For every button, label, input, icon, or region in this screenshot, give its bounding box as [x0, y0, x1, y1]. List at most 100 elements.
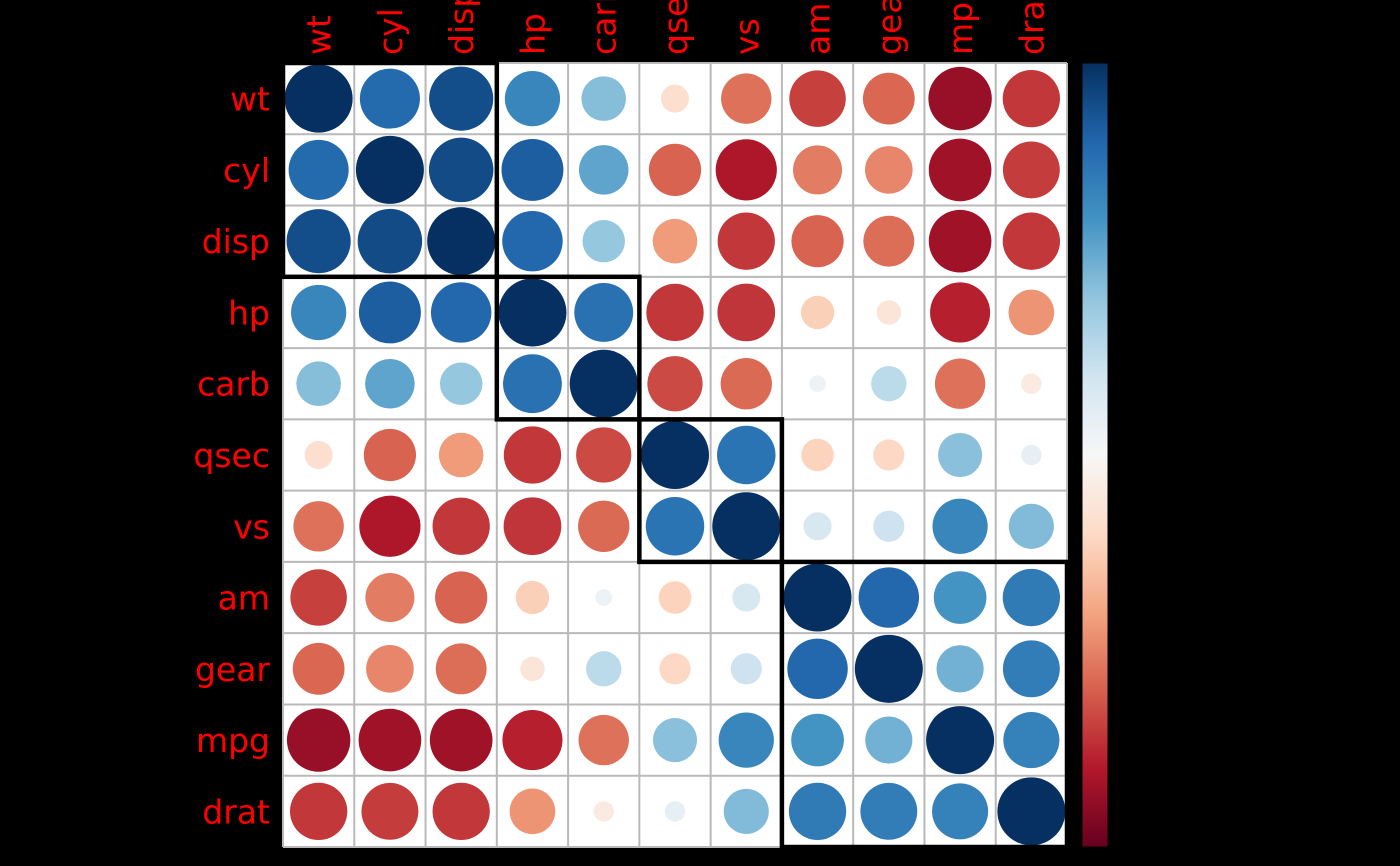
column-label-drat: drat [1012, 0, 1051, 55]
correlation-circle-drat-mpg [932, 783, 989, 840]
column-label-cyl: cyl [371, 8, 410, 55]
correlation-circle-mpg-wt [286, 708, 351, 772]
correlation-circle-hp-cyl [358, 281, 421, 344]
correlation-circle-hp-am [800, 295, 835, 330]
correlation-circle-vs-gear [873, 510, 905, 542]
correlation-circle-cyl-mpg [928, 138, 992, 202]
row-label-cyl: cyl [223, 151, 270, 190]
correlation-circle-disp-drat [1002, 212, 1061, 270]
correlation-circle-carb-gear [871, 366, 907, 402]
correlation-circle-carb-cyl [365, 358, 415, 409]
correlation-circle-am-wt [290, 569, 347, 626]
correlation-circle-mpg-disp [429, 708, 493, 772]
row-label-am: am [218, 579, 270, 618]
correlation-circle-disp-carb [582, 219, 625, 263]
correlation-circle-drat-am [788, 782, 847, 841]
correlation-circle-cyl-drat [1002, 141, 1060, 199]
correlation-circle-mpg-gear [865, 716, 913, 764]
row-label-vs: vs [233, 507, 270, 546]
correlation-circle-drat-wt [289, 782, 348, 841]
correlation-circle-wt-gear [862, 72, 915, 125]
correlation-circle-mpg-drat [1003, 712, 1060, 769]
correlation-circle-disp-hp [502, 210, 563, 272]
correlation-circle-hp-wt [291, 284, 347, 341]
correlation-circle-vs-cyl [359, 495, 421, 557]
correlation-circle-mpg-qsec [652, 718, 698, 763]
correlation-circle-disp-gear [863, 215, 915, 267]
correlation-circle-gear-mpg [936, 645, 984, 693]
correlation-circle-mpg-mpg [926, 706, 995, 775]
row-label-disp: disp [202, 222, 270, 261]
correlation-circle-wt-wt [284, 64, 353, 133]
correlation-circle-am-carb [595, 589, 613, 606]
correlation-circles [284, 64, 1066, 846]
correlation-circle-wt-am [789, 70, 846, 127]
correlation-circle-cyl-am [793, 145, 843, 195]
correlation-circle-mpg-hp [502, 710, 563, 771]
correlation-circle-cyl-cyl [355, 135, 424, 204]
column-label-gear: gear [870, 0, 909, 55]
correlation-circle-wt-mpg [928, 66, 992, 131]
correlation-circle-carb-carb [569, 349, 638, 418]
row-label-carb: carb [197, 365, 270, 404]
column-label-hp: hp [513, 13, 552, 55]
column-label-qsec: qsec [656, 0, 695, 55]
column-label-disp: disp [442, 0, 481, 55]
correlation-circle-cyl-qsec [648, 143, 702, 197]
correlation-circle-am-gear [858, 567, 920, 628]
correlation-circle-drat-qsec [664, 801, 686, 822]
correlation-circle-vs-disp [432, 497, 490, 555]
cluster-rect [280, 60, 500, 280]
correlation-circle-disp-wt [286, 209, 351, 274]
correlation-circle-gear-disp [435, 643, 487, 695]
correlation-circle-cyl-gear [865, 146, 913, 194]
correlation-circle-am-mpg [933, 571, 987, 624]
row-label-gear: gear [195, 650, 270, 689]
row-label-wt: wt [230, 80, 270, 119]
correlation-circle-mpg-am [791, 713, 844, 767]
correlation-circle-cyl-carb [578, 145, 629, 195]
correlation-circle-drat-cyl [361, 782, 419, 840]
colorbar [1081, 62, 1109, 848]
correlation-circle-vs-hp [503, 497, 562, 556]
correlation-circle-am-am [783, 563, 852, 632]
correlation-circle-cyl-vs [715, 139, 777, 201]
row-label-drat: drat [202, 792, 270, 831]
variable-labels: wtwtcylcyldispdisphphpcarbcarbqsecqsecvs… [193, 0, 1051, 831]
correlation-circle-qsec-qsec [641, 421, 709, 489]
correlation-circle-vs-wt [293, 501, 344, 552]
cluster-rect [779, 559, 1070, 850]
correlation-circle-wt-cyl [359, 68, 420, 129]
correlation-circle-qsec-cyl [363, 428, 417, 482]
correlation-circle-am-drat [1002, 568, 1061, 627]
correlation-circle-carb-am [809, 375, 826, 393]
correlation-circle-drat-carb [593, 801, 614, 822]
correlation-circle-qsec-mpg [938, 432, 983, 478]
correlation-circle-am-vs [732, 583, 761, 612]
correlation-circle-drat-hp [509, 788, 556, 835]
cluster-rect [494, 274, 642, 422]
correlation-circle-qsec-am [801, 438, 834, 472]
correlation-circle-hp-qsec [646, 283, 704, 342]
correlation-circle-drat-drat [997, 777, 1066, 846]
correlation-circle-hp-gear [876, 300, 902, 325]
column-label-carb: carb [585, 0, 624, 55]
correlation-circle-disp-qsec [652, 218, 698, 264]
correlation-circle-am-qsec [658, 581, 692, 614]
correlation-circle-disp-cyl [357, 208, 423, 274]
column-label-mpg: mpg [941, 0, 980, 55]
correlation-circle-wt-disp [429, 66, 494, 131]
correlation-circle-gear-vs [730, 653, 762, 685]
correlation-circle-mpg-cyl [358, 708, 422, 772]
correlation-circle-carb-drat [1021, 373, 1042, 394]
correlation-circle-gear-cyl [366, 645, 414, 693]
correlation-circle-wt-drat [1002, 69, 1061, 128]
correlation-circle-vs-carb [578, 500, 630, 552]
row-label-qsec: qsec [193, 436, 270, 475]
correlation-circle-gear-drat [1002, 640, 1060, 698]
correlation-circle-qsec-vs [717, 425, 776, 485]
correlation-circle-carb-mpg [934, 358, 986, 409]
correlation-circle-disp-vs [717, 212, 775, 270]
correlation-circle-gear-carb [586, 651, 622, 687]
